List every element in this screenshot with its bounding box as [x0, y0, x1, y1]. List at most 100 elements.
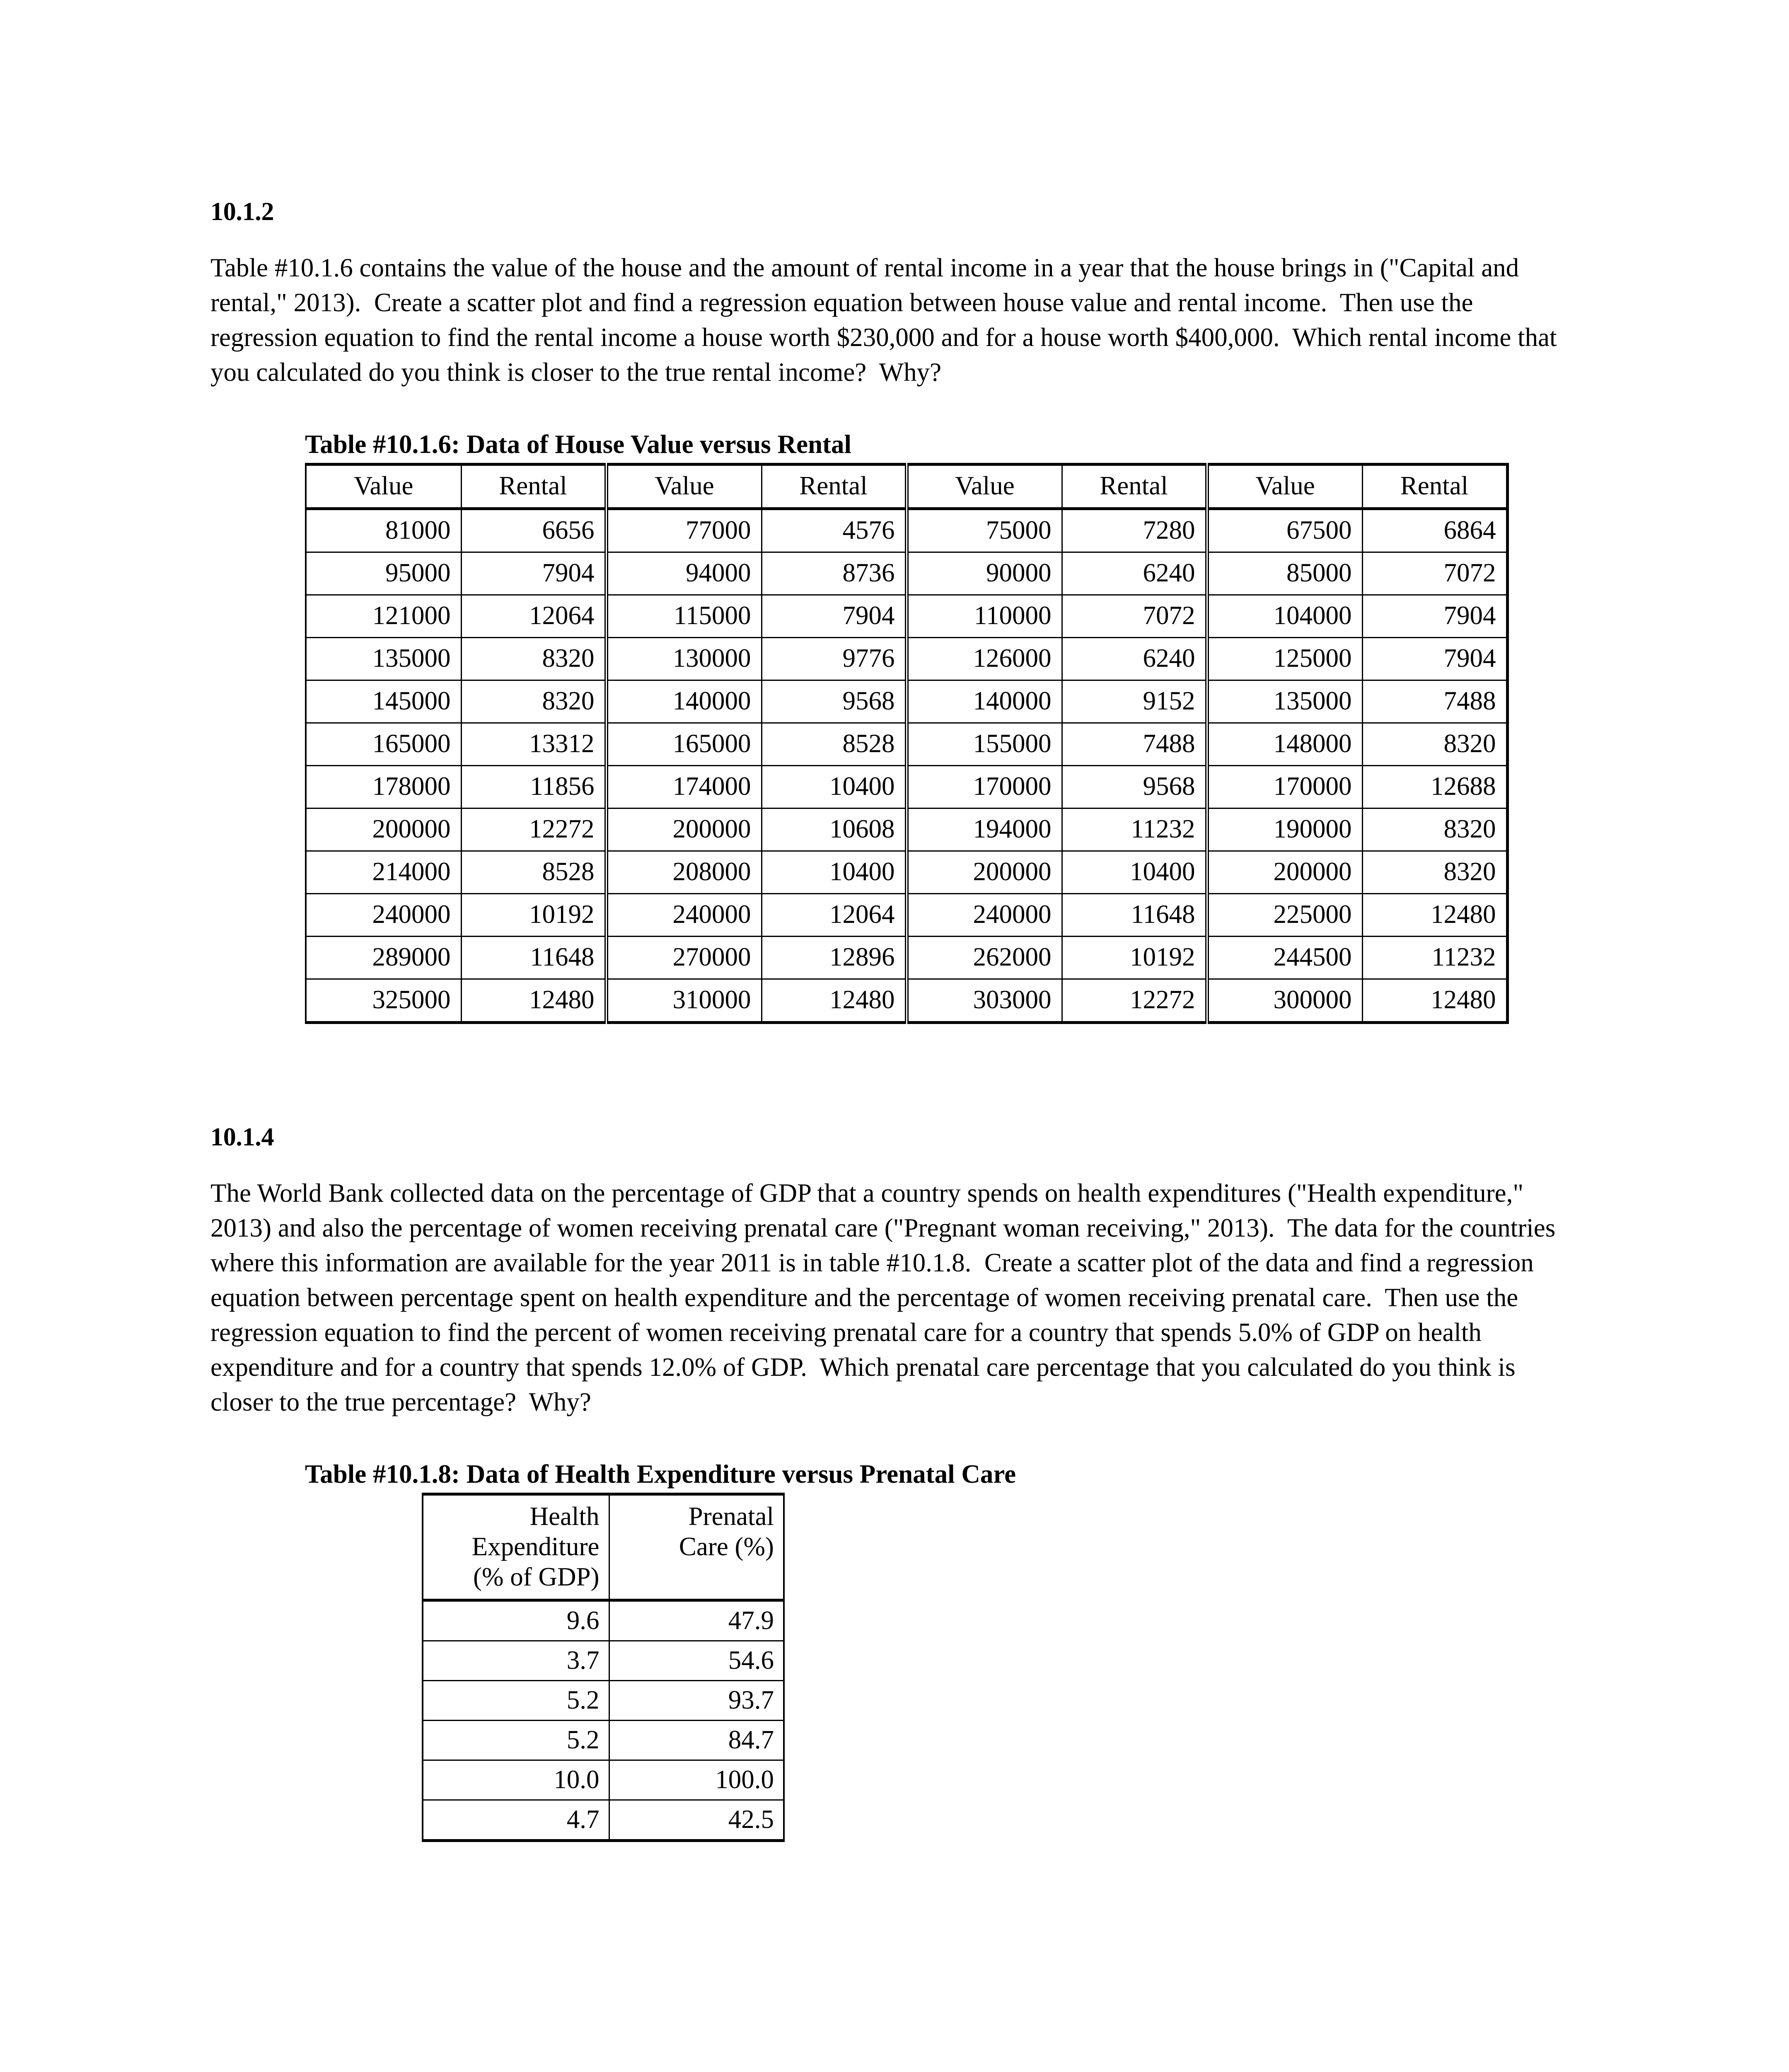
cell-prenatal-care: 100.0	[608, 1760, 785, 1801]
section-heading-10-1-2: 10.1.2	[210, 198, 274, 226]
cell-value: 115000	[604, 594, 762, 638]
cell-rental: 7904	[1361, 594, 1508, 638]
cell-rental: 11648	[460, 935, 607, 980]
cell-rental: 12272	[460, 807, 607, 852]
cell-value: 104000	[1205, 594, 1363, 638]
table-row: 3.7 54.6	[422, 1640, 785, 1682]
page-content: 10.1.2 Table #10.1.6 contains the value …	[210, 199, 1578, 1842]
cell-rental: 8320	[1361, 850, 1508, 894]
table-body-health-prenatal: 9.6 47.9 3.7 54.6 5.2 93.7 5.2	[422, 1600, 785, 1842]
table-row: 214000 8528 208000 10400 200000 10400 20…	[305, 850, 1508, 894]
table-row: 9.6 47.9	[422, 1600, 785, 1642]
cell-value: 262000	[904, 935, 1063, 980]
cell-prenatal-care: 84.7	[608, 1720, 785, 1761]
cell-rental: 10400	[761, 850, 907, 894]
cell-value: 94000	[604, 551, 762, 595]
cell-value: 208000	[604, 850, 762, 894]
column-header-value-4: Value	[1205, 463, 1363, 510]
spacer	[210, 1419, 1578, 1459]
cell-rental: 7904	[1361, 637, 1508, 681]
cell-value: 200000	[604, 807, 762, 852]
cell-rental: 7072	[1361, 551, 1508, 595]
table-health-prenatal: Health Expenditure (% of GDP) Prenatal C…	[422, 1492, 785, 1842]
cell-value: 190000	[1205, 807, 1363, 852]
cell-rental: 8528	[460, 850, 607, 894]
cell-rental: 12064	[761, 893, 907, 937]
cell-value: 126000	[904, 637, 1063, 681]
cell-value: 67500	[1205, 508, 1363, 553]
cell-value: 270000	[604, 935, 762, 980]
cell-value: 77000	[604, 508, 762, 553]
cell-rental: 10400	[1061, 850, 1208, 894]
cell-value: 200000	[1205, 850, 1363, 894]
header-line-2: Expenditure	[471, 1532, 600, 1561]
table-row: 5.2 84.7	[422, 1720, 785, 1761]
cell-value: 95000	[305, 551, 462, 595]
cell-value: 303000	[904, 978, 1063, 1023]
spacer	[210, 390, 1578, 429]
cell-rental: 7072	[1061, 594, 1208, 638]
cell-rental: 11232	[1061, 807, 1208, 852]
cell-health-expenditure: 5.2	[422, 1680, 610, 1721]
cell-rental: 12480	[1361, 893, 1508, 937]
cell-rental: 10608	[761, 807, 907, 852]
cell-value: 214000	[305, 850, 462, 894]
section-paragraph-10-1-2: Table #10.1.6 contains the value of the …	[210, 253, 1564, 387]
table-row: 240000 10192 240000 12064 240000 11648 2…	[305, 893, 1508, 937]
column-header-value-1: Value	[305, 463, 462, 510]
column-header-value-2: Value	[604, 463, 762, 510]
cell-value: 194000	[904, 807, 1063, 852]
cell-value: 130000	[604, 637, 762, 681]
cell-rental: 9152	[1061, 679, 1208, 724]
table-health-prenatal-wrapper: Health Expenditure (% of GDP) Prenatal C…	[422, 1492, 1578, 1842]
cell-rental: 11648	[1061, 893, 1208, 937]
cell-rental: 8736	[761, 551, 907, 595]
column-header-rental-1: Rental	[460, 463, 607, 510]
cell-health-expenditure: 4.7	[422, 1799, 610, 1842]
cell-prenatal-care: 47.9	[608, 1600, 785, 1642]
header-line-1: Prenatal	[688, 1501, 774, 1531]
cell-value: 240000	[604, 893, 762, 937]
table-caption-health-prenatal: Table #10.1.8: Data of Health Expenditur…	[305, 1460, 1016, 1489]
table-house-rental-wrapper: Value Rental Value Rental Value Rental V…	[305, 462, 1578, 1024]
cell-rental: 7488	[1361, 679, 1508, 724]
table-body-house-rental: 81000 6656 77000 4576 75000 7280 67500 6…	[305, 508, 1508, 1023]
cell-rental: 9568	[761, 679, 907, 724]
cell-value: 140000	[604, 679, 762, 724]
cell-value: 310000	[604, 978, 762, 1023]
table-row: 325000 12480 310000 12480 303000 12272 3…	[305, 978, 1508, 1023]
cell-rental: 8320	[460, 637, 607, 681]
section-paragraph-10-1-4: The World Bank collected data on the per…	[210, 1178, 1562, 1417]
table-block-health-prenatal: Table #10.1.8: Data of Health Expenditur…	[210, 1459, 1578, 1842]
cell-rental: 8528	[761, 722, 907, 766]
cell-value: 165000	[305, 722, 462, 766]
cell-value: 170000	[904, 765, 1063, 809]
cell-rental: 6656	[460, 508, 607, 553]
cell-rental: 7488	[1061, 722, 1208, 766]
table-row: 4.7 42.5	[422, 1799, 785, 1842]
cell-rental: 11856	[460, 765, 607, 809]
cell-rental: 7280	[1061, 508, 1208, 553]
cell-value: 148000	[1205, 722, 1363, 766]
table-block-house-rental: Table #10.1.6: Data of House Value versu…	[210, 429, 1578, 1024]
column-header-value-3: Value	[904, 463, 1063, 510]
header-line-1: Health	[529, 1501, 600, 1531]
cell-rental: 7904	[460, 551, 607, 595]
cell-rental: 6240	[1061, 551, 1208, 595]
cell-prenatal-care: 93.7	[608, 1680, 785, 1721]
column-header-rental-2: Rental	[761, 463, 907, 510]
cell-value: 90000	[904, 551, 1063, 595]
table-row: 178000 11856 174000 10400 170000 9568 17…	[305, 765, 1508, 809]
table-row: 121000 12064 115000 7904 110000 7072 104…	[305, 594, 1508, 638]
cell-value: 200000	[305, 807, 462, 852]
cell-value: 300000	[1205, 978, 1363, 1023]
cell-prenatal-care: 54.6	[608, 1640, 785, 1682]
spacer	[210, 1075, 1578, 1124]
cell-rental: 9568	[1061, 765, 1208, 809]
cell-value: 155000	[904, 722, 1063, 766]
cell-rental: 12688	[1361, 765, 1508, 809]
cell-rental: 9776	[761, 637, 907, 681]
cell-rental: 12480	[460, 978, 607, 1023]
cell-rental: 7904	[761, 594, 907, 638]
